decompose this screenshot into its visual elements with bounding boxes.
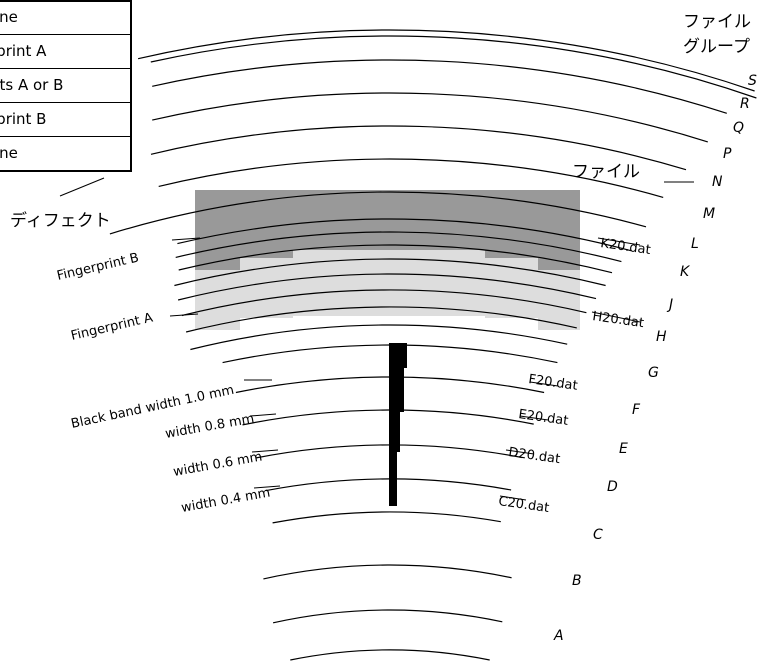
- band-label-0-6: width 0.6 mm: [172, 450, 263, 480]
- track-arc: [272, 609, 503, 624]
- defect-label: ディフェクト: [10, 210, 111, 231]
- track-arc: [175, 231, 622, 263]
- track-arc: [185, 306, 577, 333]
- track-arc: [152, 92, 708, 143]
- track-arc: [265, 478, 512, 492]
- group-letter-j: J: [666, 297, 673, 313]
- group-letter-k: K: [680, 264, 691, 280]
- track-arc: [181, 289, 587, 317]
- legend-row-none-bottom: one: [0, 136, 130, 170]
- file-group-label-line1: ファイル: [683, 12, 751, 32]
- group-letter-f: F: [632, 402, 641, 418]
- track-arc: [150, 125, 687, 171]
- group-letter-s: S: [748, 73, 757, 89]
- legend-row-fingerprint-a: rprint A: [0, 34, 130, 68]
- legend-table: one rprint A nts A or B rprint B one: [0, 0, 132, 172]
- track-arc: [242, 409, 534, 426]
- group-letter-c: C: [593, 527, 603, 543]
- group-letter-d: D: [607, 479, 618, 495]
- file-k20: K20.dat: [599, 236, 651, 258]
- track-arc: [137, 29, 755, 92]
- legend-row-fingerprints-a-or-b: nts A or B: [0, 68, 130, 102]
- track-arc: [177, 218, 632, 252]
- group-letter-l: L: [691, 236, 699, 252]
- file-labels: K20.dat H20.dat F20.dat E20.dat D20.dat …: [497, 236, 651, 516]
- group-letter-b: B: [572, 573, 582, 589]
- file-e20: E20.dat: [517, 407, 569, 429]
- fingerprint-a-label: Fingerprint A: [70, 310, 155, 343]
- track-arc: [178, 244, 613, 274]
- file-label: ファイル: [572, 162, 640, 182]
- legend-row-fingerprint-b: rprint B: [0, 102, 130, 136]
- track-arc: [152, 59, 727, 114]
- file-h20: H20.dat: [591, 309, 644, 331]
- track-arc: [290, 649, 490, 661]
- group-letter-r: R: [740, 96, 750, 112]
- fingerprint-b-label: Fingerprint B: [56, 250, 141, 283]
- file-c20: C20.dat: [497, 494, 550, 516]
- track-arc: [190, 324, 568, 351]
- track-arc: [158, 158, 664, 198]
- leader-lines: [59, 177, 694, 501]
- group-letter-a: A: [553, 628, 564, 644]
- group-letter-e: E: [619, 441, 628, 457]
- track-arc: [272, 511, 501, 524]
- track-arc: [150, 35, 757, 99]
- file-f20: F20.dat: [527, 372, 578, 394]
- track-arc: [263, 564, 512, 580]
- group-letter-n: N: [712, 174, 723, 190]
- band-label-0-8: width 0.8 mm: [164, 412, 255, 442]
- file-group-label-line2: グループ: [683, 37, 750, 57]
- band-labels: Black band width 1.0 mm width 0.8 mm wid…: [70, 383, 272, 516]
- group-letter-h: H: [656, 329, 667, 345]
- track-arc: [255, 444, 523, 459]
- group-letters: S R Q P N M L K J H G F E D C B A: [553, 73, 757, 644]
- group-letter-m: M: [703, 206, 715, 222]
- track-arc: [109, 191, 647, 235]
- group-letter-g: G: [648, 365, 659, 381]
- file-d20: D20.dat: [507, 445, 561, 467]
- track-arcs: [109, 29, 757, 661]
- group-letter-q: Q: [733, 120, 744, 136]
- track-arc: [177, 273, 597, 301]
- legend-row-none-top: one: [0, 0, 130, 34]
- group-letter-p: P: [723, 146, 732, 162]
- black-band: [389, 343, 407, 506]
- band-label-0-4: width 0.4 mm: [180, 486, 271, 516]
- fingerprint-regions: [195, 190, 580, 330]
- track-arc: [174, 258, 606, 287]
